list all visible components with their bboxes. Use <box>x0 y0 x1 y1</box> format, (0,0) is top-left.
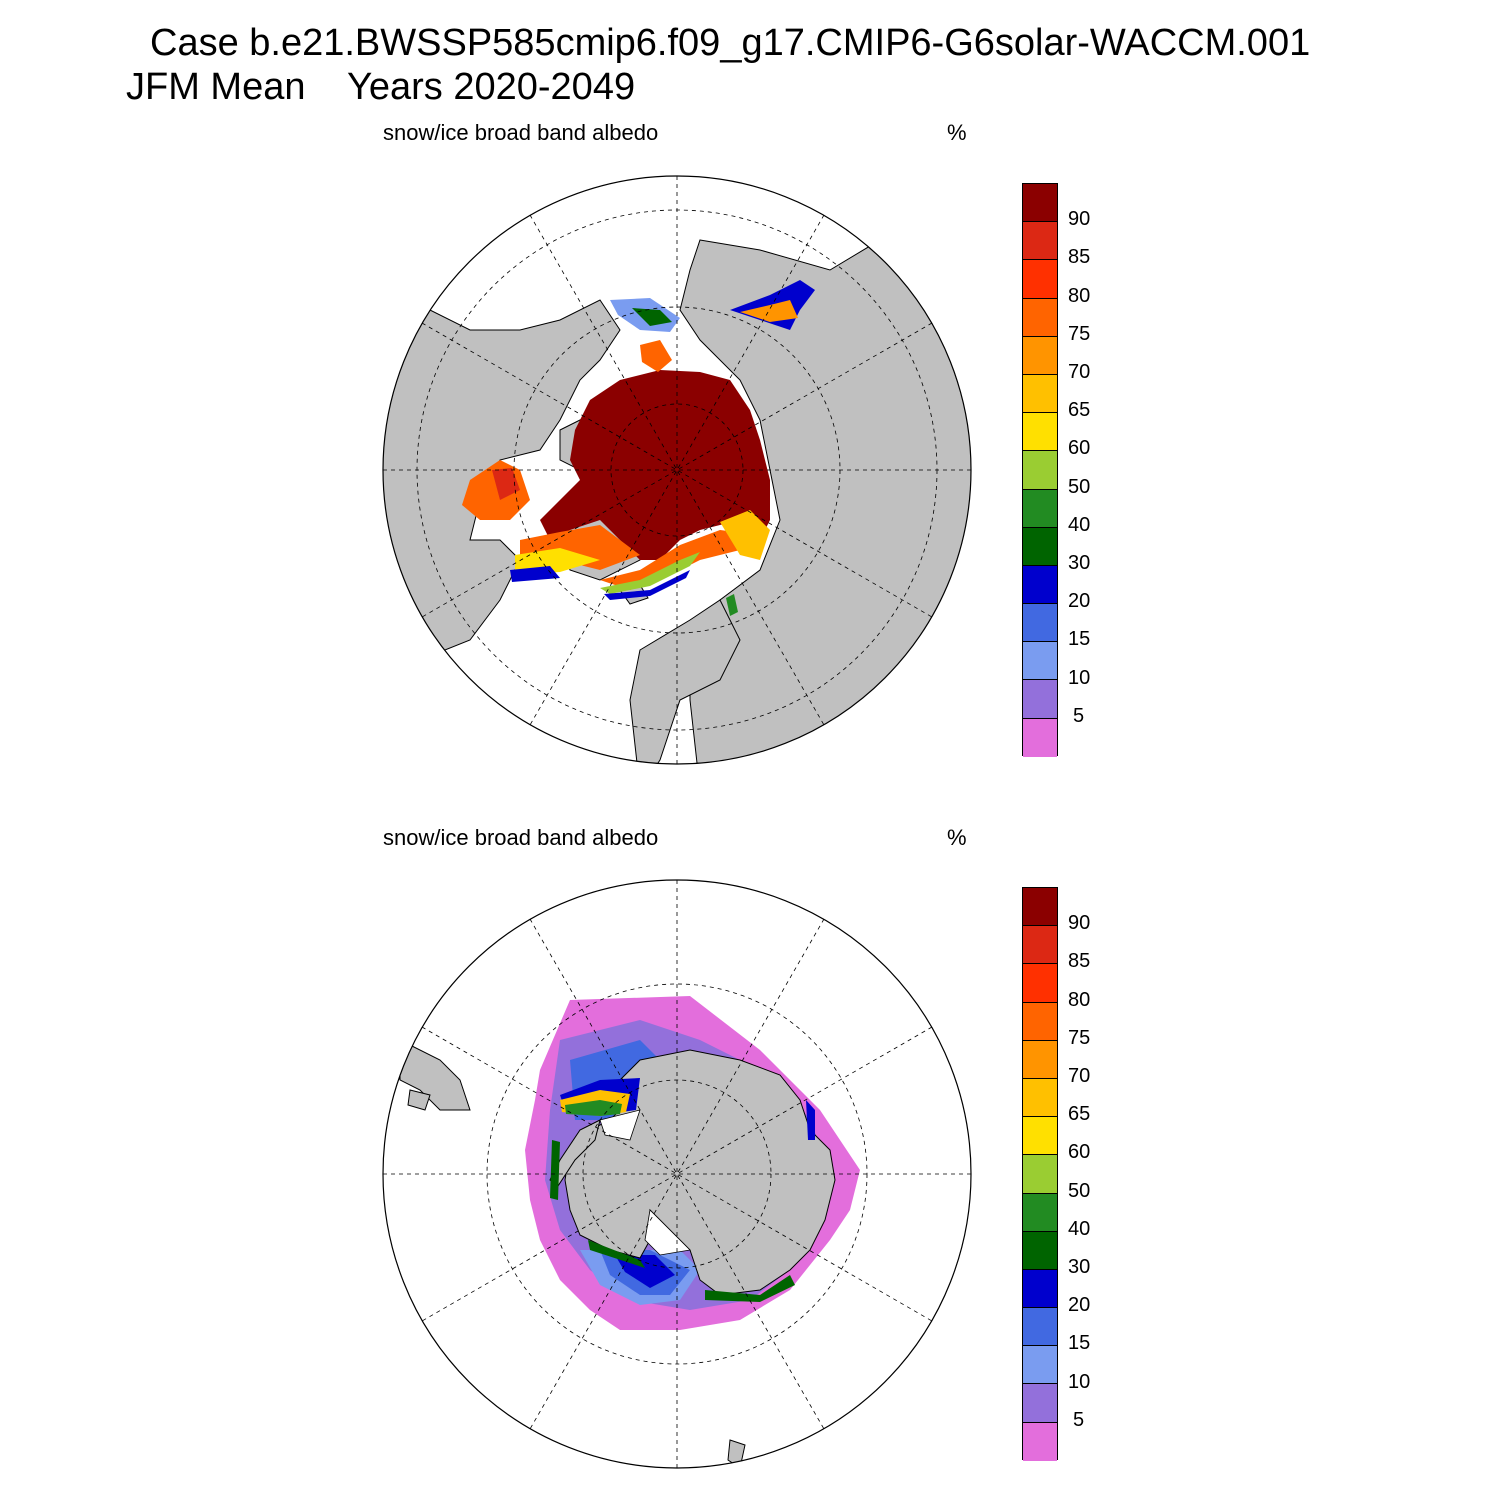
bering-strait-ice <box>640 340 672 372</box>
europe-land <box>629 599 741 764</box>
north-panel-variable-label: snow/ice broad band albedo <box>383 120 659 145</box>
colorbar-tick-label: 60 <box>1068 1141 1091 1164</box>
baltic-ice <box>726 594 738 616</box>
colorbar-box <box>1023 1231 1057 1270</box>
north-map-border <box>382 175 972 765</box>
colorbar-box <box>1023 489 1057 528</box>
south-america-tip-land <box>399 1039 471 1111</box>
peninsula-ice-rim <box>550 1140 560 1200</box>
barents-ice-edge-green <box>600 552 700 594</box>
colorbar-tick-label: 90 <box>1068 208 1091 231</box>
north-colorbar <box>1022 183 1058 757</box>
colorbar-tick-label: 40 <box>1068 513 1091 536</box>
colorbar-box <box>1023 1308 1057 1347</box>
colorbar-box <box>1023 680 1057 719</box>
colorbar-box <box>1023 260 1057 299</box>
colorbar-box <box>1023 964 1057 1003</box>
colorbar-tick-label: 65 <box>1068 399 1091 422</box>
colorbar-tick-label: 30 <box>1068 552 1091 574</box>
colorbar-box <box>1023 374 1057 414</box>
colorbar-tick-label: 10 <box>1068 666 1091 689</box>
barents-ice-edge-blue <box>604 570 690 600</box>
colorbar-tick-label: 50 <box>1068 1179 1091 1202</box>
figure-title-period: JFM Mean Years 2020-2049 <box>126 66 636 108</box>
colorbar-box <box>1023 451 1057 490</box>
north-graticule <box>383 176 971 764</box>
colorbar-box <box>1023 1117 1057 1156</box>
colorbar-box <box>1023 604 1057 643</box>
ross-ice-dark-blue <box>615 1255 675 1288</box>
baffin-ice-edge-blue <box>510 566 560 582</box>
colorbar-box <box>1023 413 1057 452</box>
colorbar-tick-label: 80 <box>1068 284 1091 307</box>
colorbar-box <box>1023 1422 1057 1461</box>
colorbar-tick-label: 70 <box>1068 361 1091 383</box>
colorbar-box <box>1023 1002 1057 1041</box>
east-coast-ice-rim <box>705 1275 795 1302</box>
colorbar-box <box>1023 527 1057 566</box>
colorbar-tick-label: 70 <box>1068 1065 1091 1087</box>
colorbar-tick-label: 30 <box>1068 1256 1091 1278</box>
bering-sea-ice-inner <box>632 308 672 326</box>
colorbar-tick-label: 10 <box>1068 1370 1091 1393</box>
colorbar-box <box>1023 298 1057 337</box>
colorbar-box <box>1023 926 1057 965</box>
colorbar-box <box>1023 1040 1057 1079</box>
colorbar-box <box>1023 336 1057 375</box>
colorbar-tick-label: 5 <box>1073 1408 1085 1431</box>
colorbar-tick-label: 20 <box>1068 1294 1091 1317</box>
new-zealand-land <box>727 1439 746 1468</box>
colorbar-box <box>1023 184 1057 223</box>
colorbar-tick-label: 15 <box>1068 628 1091 651</box>
colorbar-tick-label: 40 <box>1068 1217 1091 1240</box>
east-antarctic-ice-rim <box>806 1100 815 1140</box>
colorbar-box <box>1023 888 1057 927</box>
colorbar-tick-label: 90 <box>1068 912 1091 935</box>
south-panel-units: % <box>947 825 967 850</box>
colorbar-tick-label: 20 <box>1068 590 1091 613</box>
south-colorbar <box>1022 887 1058 1461</box>
colorbar-tick-label: 85 <box>1068 246 1091 269</box>
south-map-border <box>382 879 972 1469</box>
okhotsk-ice-inner <box>740 300 798 322</box>
colorbar-tick-label: 75 <box>1068 1026 1091 1049</box>
colorbar-tick-label: 75 <box>1068 322 1091 345</box>
colorbar-tick-label: 60 <box>1068 437 1091 460</box>
tierra-del-fuego-land <box>407 1089 431 1111</box>
kara-ice-edge <box>720 510 770 560</box>
colorbar-tick-label: 15 <box>1068 1332 1091 1355</box>
south-panel-variable-label: snow/ice broad band albedo <box>383 825 659 850</box>
colorbar-box <box>1023 1193 1057 1232</box>
north-polar-map <box>382 175 972 765</box>
colorbar-tick-label: 80 <box>1068 988 1091 1011</box>
colorbar-box <box>1023 1155 1057 1194</box>
colorbar-box <box>1023 718 1057 757</box>
north-land <box>383 239 971 764</box>
weddell-ice-green <box>565 1100 622 1116</box>
colorbar-tick-label: 65 <box>1068 1103 1091 1126</box>
ross-coast-ice-rim <box>588 1240 645 1268</box>
hudson-bay-ice-core <box>492 468 520 500</box>
colorbar-box <box>1023 222 1057 261</box>
colorbar-tick-label: 85 <box>1068 950 1091 973</box>
figure-title-case: Case b.e21.BWSSP585cmip6.f09_g17.CMIP6-G… <box>150 22 1311 64</box>
colorbar-box <box>1023 642 1057 681</box>
ross-ice-shelf <box>644 1209 691 1256</box>
colorbar-tick-label: 5 <box>1073 704 1085 727</box>
north-panel-units: % <box>947 120 967 145</box>
south-polar-map <box>382 879 972 1469</box>
colorbar-box <box>1023 1269 1057 1309</box>
colorbar-box <box>1023 565 1057 605</box>
colorbar-box <box>1023 1384 1057 1423</box>
arctic-sea-ice-core <box>540 370 770 560</box>
colorbar-tick-label: 50 <box>1068 475 1091 498</box>
colorbar-box <box>1023 1346 1057 1385</box>
south-graticule <box>383 880 971 1468</box>
colorbar-box <box>1023 1078 1057 1118</box>
ronne-ice-shelf <box>599 1109 641 1141</box>
